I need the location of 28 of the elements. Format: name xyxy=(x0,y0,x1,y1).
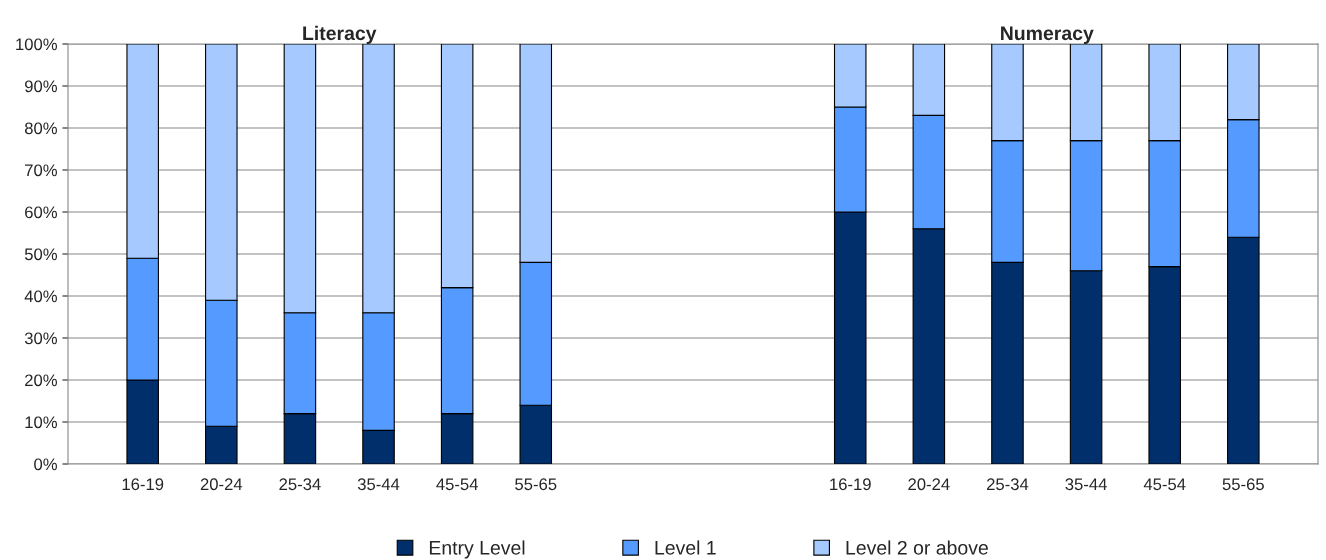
x-tick-label: 16-19 xyxy=(830,478,871,491)
x-tick-label: 55-65 xyxy=(1222,478,1264,491)
x-tick-label: 35-44 xyxy=(357,478,400,491)
legend-label: Entry Level xyxy=(429,540,525,559)
x-tick-label: 20-24 xyxy=(908,478,950,491)
x-tick-label: 45-54 xyxy=(436,478,478,491)
y-tick-label: 60% xyxy=(25,206,57,219)
x-tick-label: 16-19 xyxy=(122,478,164,491)
x-tick-label: 25-34 xyxy=(279,478,321,491)
legend-label: Level 1 xyxy=(655,540,716,555)
x-tick-label: 35-44 xyxy=(1065,478,1107,491)
y-tick-label: 10% xyxy=(25,416,57,429)
y-tick-label: 50% xyxy=(24,248,57,261)
y-tick-label: 100% xyxy=(16,38,57,51)
x-tick-label: 55-65 xyxy=(515,478,557,491)
annotation: Literacy xyxy=(303,25,377,44)
y-tick-label: 30% xyxy=(24,332,57,345)
legend-label: Level 2 or above xyxy=(846,540,988,555)
x-tick-label: 20-24 xyxy=(200,478,243,491)
annotation: Numeracy xyxy=(1001,26,1094,44)
y-tick-label: 80% xyxy=(24,122,57,135)
y-tick-label: 0% xyxy=(34,458,57,471)
y-tick-label: 20% xyxy=(25,374,57,387)
y-tick-label: 40% xyxy=(24,290,57,303)
y-tick-label: 90% xyxy=(25,80,57,93)
y-tick-label: 70% xyxy=(25,164,57,177)
x-tick-label: 25-34 xyxy=(986,478,1029,491)
x-tick-label: 45-54 xyxy=(1143,478,1186,491)
